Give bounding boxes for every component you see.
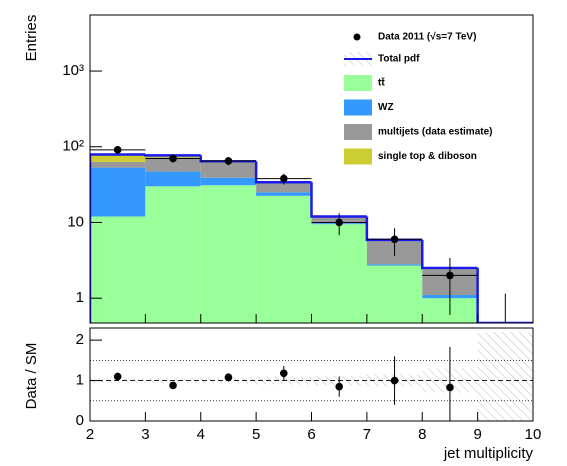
stack-segment xyxy=(200,185,257,323)
x-axis-label: jet multiplicity xyxy=(443,445,534,462)
x-tick-label: 5 xyxy=(252,426,260,443)
stack-segment xyxy=(145,171,201,187)
stack-segment xyxy=(256,195,312,323)
total-pdf xyxy=(144,154,201,157)
legend-swatch xyxy=(344,148,372,165)
legend-label: tt̄ xyxy=(378,77,385,89)
y-tick-label: 1 xyxy=(76,372,84,389)
legend-label: WZ xyxy=(378,102,394,113)
total-pdf xyxy=(365,216,423,242)
legend-swatch xyxy=(344,124,372,140)
stack-segment xyxy=(145,186,201,323)
ratio-point xyxy=(113,372,122,381)
data-point xyxy=(446,271,454,280)
y-tick-label: 10³ xyxy=(62,62,84,79)
ratio-point xyxy=(446,383,454,392)
stack-segment xyxy=(200,177,257,186)
stack-segment xyxy=(256,183,312,193)
total-pdf xyxy=(199,155,257,163)
x-tick-label: 2 xyxy=(86,426,94,443)
data-point xyxy=(224,157,233,165)
stack-segment xyxy=(366,265,423,323)
total-pdf xyxy=(90,153,146,323)
legend-swatch xyxy=(344,99,372,116)
uncertainty-band xyxy=(477,332,533,421)
data-point xyxy=(113,146,122,154)
ratio-point xyxy=(280,369,288,378)
y-tick-label: 10² xyxy=(62,138,84,155)
y-tick-label: 10 xyxy=(67,213,84,230)
data-point xyxy=(280,174,288,183)
y-tick-label: 0 xyxy=(76,412,84,429)
legend-label: multijets (data estimate) xyxy=(378,127,492,138)
y-tick-label: 2 xyxy=(76,331,84,348)
total-pdf xyxy=(476,268,533,323)
total-pdf xyxy=(421,239,478,270)
stack-segment xyxy=(90,161,146,168)
data-point xyxy=(169,154,177,163)
data-point xyxy=(390,235,399,244)
x-tick-label: 8 xyxy=(418,426,426,443)
total-pdf xyxy=(254,161,312,184)
legend-marker xyxy=(353,33,361,41)
stack-segment xyxy=(366,264,423,266)
stack-segment xyxy=(90,167,146,217)
stack-segment xyxy=(90,216,146,323)
x-tick-label: 6 xyxy=(307,426,315,443)
legend-label: Total pdf xyxy=(378,54,420,65)
x-tick-label: 10 xyxy=(525,426,542,443)
main-plot xyxy=(90,146,533,323)
ratio-point xyxy=(390,376,399,385)
ratio-point xyxy=(335,382,343,391)
x-tick-label: 4 xyxy=(197,426,205,443)
legend-label: single top & diboson xyxy=(378,151,477,162)
legend-label: Data 2011 (√s=7 TeV) xyxy=(378,32,476,43)
ratio-point xyxy=(224,373,233,382)
x-tick-label: 9 xyxy=(473,426,481,443)
total-pdf xyxy=(310,182,367,218)
x-tick-label: 7 xyxy=(363,426,371,443)
stack-segment xyxy=(200,163,257,178)
stack-segment xyxy=(145,157,201,172)
data-point xyxy=(335,218,343,227)
x-tick-label: 3 xyxy=(141,426,149,443)
ratio-y-axis-label: Data / SM xyxy=(23,343,40,410)
ratio-point xyxy=(169,381,177,390)
stack-segment xyxy=(256,192,312,196)
y-tick-label: 1 xyxy=(76,289,84,306)
stack-segment xyxy=(90,154,146,162)
stack-segment xyxy=(311,224,367,323)
ratio-plot xyxy=(90,332,533,421)
legend-swatch xyxy=(344,75,372,91)
y-axis-label: Entries xyxy=(23,15,40,62)
